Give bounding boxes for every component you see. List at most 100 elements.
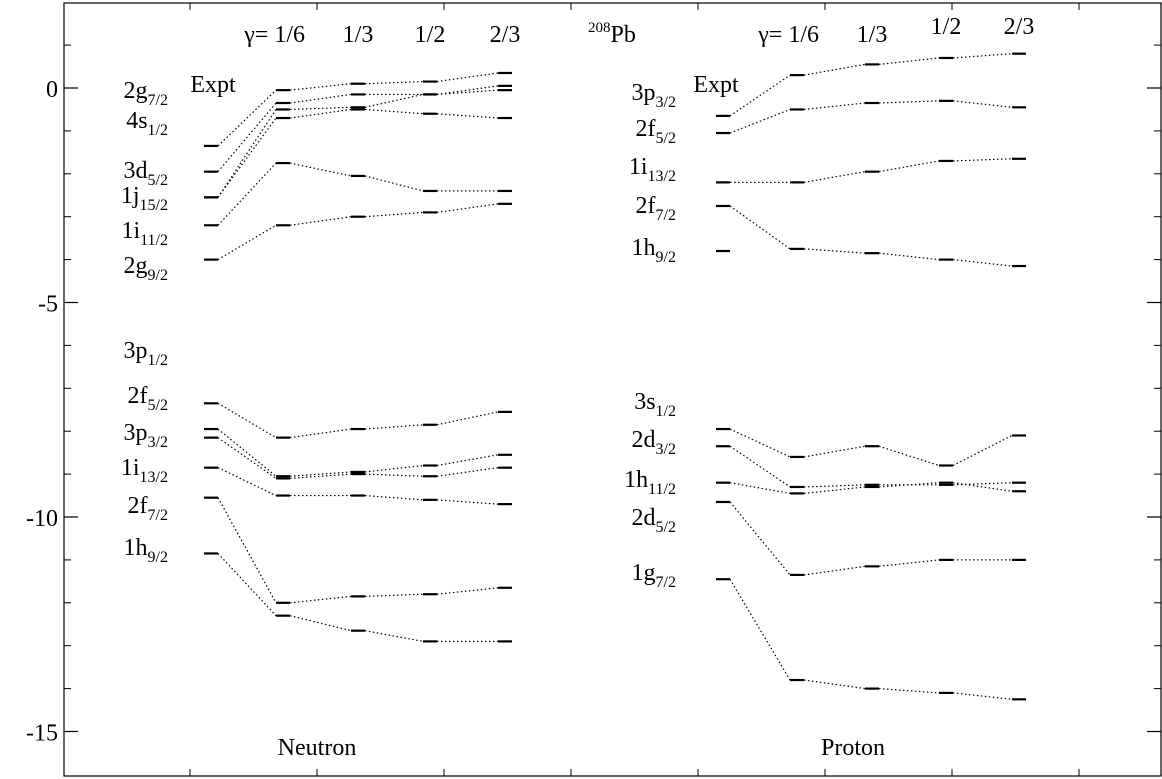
level-connector	[289, 595, 352, 604]
orbital-nl: 1i	[121, 218, 140, 244]
orbital-label: 3p3/2	[632, 80, 676, 111]
orbital-label: 2d5/2	[632, 505, 676, 536]
level-connector	[436, 411, 499, 426]
column-header-gamma: 1/3	[857, 22, 888, 48]
level-connector	[436, 72, 499, 83]
level-connector	[364, 630, 424, 642]
level-connector	[729, 501, 791, 576]
level-connector	[289, 93, 352, 104]
level-connector	[364, 175, 424, 192]
level-connector	[217, 402, 277, 439]
orbital-j: 13/2	[140, 469, 168, 486]
level-connector	[364, 93, 424, 108]
y-tick-label: -5	[38, 292, 58, 318]
level-connector	[289, 108, 352, 119]
orbital-nl: 1i	[121, 455, 140, 481]
orbital-nl: 3p	[124, 338, 148, 364]
orbital-label: 3d5/2	[124, 158, 168, 189]
orbital-j: 7/2	[656, 207, 676, 224]
level-connector	[289, 216, 352, 226]
orbital-j: 5/2	[148, 397, 168, 414]
level-connector	[803, 486, 866, 495]
y-tick-label: -10	[26, 506, 58, 532]
level-connector	[803, 63, 866, 76]
orbital-label: 3s1/2	[634, 389, 676, 420]
orbital-label: 2f5/2	[128, 383, 168, 414]
orbital-nl: 1h	[632, 235, 656, 261]
level-connector	[952, 53, 1013, 59]
y-tick-label: 0	[46, 77, 58, 103]
level-connector	[729, 428, 791, 458]
level-connector	[952, 692, 1013, 700]
panel-name-proton: Proton	[821, 735, 885, 761]
level-connector	[364, 424, 424, 430]
column-header-gamma: 1/2	[931, 14, 962, 40]
column-header-expt: Expt	[693, 72, 739, 98]
level-connector	[364, 494, 424, 501]
level-connector	[217, 497, 277, 604]
orbital-label: 1i11/2	[121, 218, 168, 249]
panel-name-neutron: Neutron	[278, 735, 357, 761]
orbital-j: 5/2	[148, 172, 168, 189]
orbital-nl: 2f	[636, 193, 656, 219]
level-connector	[436, 587, 499, 595]
level-connector	[878, 160, 940, 173]
level-connector	[217, 467, 277, 497]
orbital-nl: 1j	[121, 183, 140, 209]
orbital-label: 3p1/2	[124, 338, 168, 369]
orbital-j: 11/2	[648, 481, 676, 498]
level-connector	[729, 205, 791, 250]
level-connector	[803, 102, 866, 111]
level-connector	[436, 454, 499, 467]
level-connector	[803, 679, 866, 690]
orbital-nl: 2d	[632, 505, 656, 531]
level-connector	[729, 74, 791, 117]
level-connector	[952, 482, 1013, 486]
orbital-nl: 3p	[124, 420, 148, 446]
level-connector	[729, 578, 791, 681]
level-connector	[289, 83, 352, 91]
column-header-gamma: 1/2	[415, 22, 446, 48]
level-connector	[436, 467, 499, 477]
level-connector	[436, 89, 499, 96]
level-connector	[364, 464, 424, 473]
level-connector	[364, 211, 424, 218]
level-connector	[878, 559, 940, 567]
orbital-label: 1g7/2	[632, 560, 676, 591]
orbital-nl: 2d	[632, 427, 656, 453]
orbital-nl: 2f	[128, 493, 148, 519]
level-connector	[878, 445, 940, 467]
level-connector	[803, 565, 866, 576]
level-connector	[878, 57, 940, 66]
orbital-label: 4s1/2	[126, 108, 168, 139]
orbital-j: 11/2	[140, 232, 168, 249]
level-connector	[217, 162, 277, 226]
orbital-label: 2f7/2	[128, 493, 168, 524]
orbital-nl: 1i	[629, 154, 648, 180]
nucleus-mass-number: 208	[588, 20, 611, 36]
plot-frame	[63, 2, 1162, 777]
column-header-gamma: 2/3	[490, 22, 521, 48]
orbital-label: 2f7/2	[636, 193, 676, 224]
level-connector	[436, 85, 499, 96]
orbital-j: 5/2	[656, 130, 676, 147]
orbital-nl: 3d	[124, 158, 148, 184]
orbital-label: 1h9/2	[124, 535, 168, 566]
orbital-j: 7/2	[656, 574, 676, 591]
y-tick-label: -15	[26, 721, 58, 747]
orbital-nl: 1g	[632, 560, 656, 586]
orbital-j: 1/2	[148, 352, 168, 369]
orbital-j: 1/2	[148, 122, 168, 139]
level-connector	[217, 428, 277, 477]
level-connector	[217, 224, 277, 261]
orbital-nl: 2f	[128, 383, 148, 409]
level-connector	[803, 445, 866, 458]
nucleus-label: 208Pb	[588, 20, 636, 48]
level-connector	[803, 248, 866, 254]
orbital-j: 3/2	[656, 94, 676, 111]
level-connector	[878, 688, 940, 694]
level-connector	[729, 445, 791, 488]
level-connector	[217, 102, 277, 173]
level-connector	[364, 593, 424, 597]
